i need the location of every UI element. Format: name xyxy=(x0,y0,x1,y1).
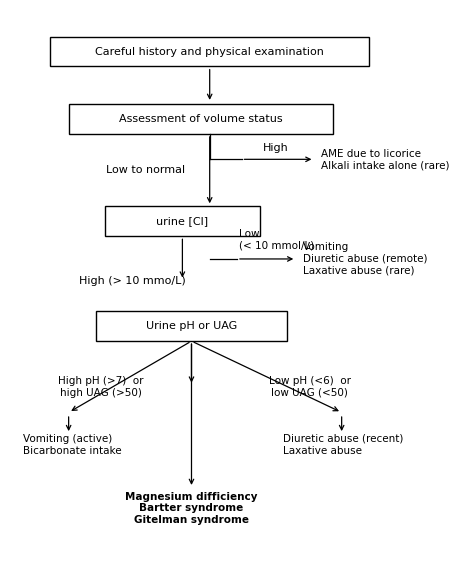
Text: urine [Cl]: urine [Cl] xyxy=(156,216,209,226)
Text: Diuretic abuse (recent)
Laxative abuse: Diuretic abuse (recent) Laxative abuse xyxy=(283,434,403,456)
Text: Vomiting (active)
Bicarbonate intake: Vomiting (active) Bicarbonate intake xyxy=(23,434,122,456)
Text: Magnesium difficiency
Bartter syndrome
Gitelman syndrome: Magnesium difficiency Bartter syndrome G… xyxy=(125,491,258,525)
Text: Careful history and physical examination: Careful history and physical examination xyxy=(95,47,324,57)
FancyBboxPatch shape xyxy=(69,104,333,134)
Text: Vomiting
Diuretic abuse (remote)
Laxative abuse (rare): Vomiting Diuretic abuse (remote) Laxativ… xyxy=(303,242,428,275)
FancyBboxPatch shape xyxy=(96,311,287,341)
FancyBboxPatch shape xyxy=(105,206,260,236)
Text: AME due to licorice
Alkali intake alone (rare): AME due to licorice Alkali intake alone … xyxy=(321,149,450,170)
Text: High (> 10 mmo/L): High (> 10 mmo/L) xyxy=(79,275,186,286)
Text: High: High xyxy=(263,143,289,153)
Text: High pH (>7)  or
high UAG (>50): High pH (>7) or high UAG (>50) xyxy=(58,376,143,398)
Text: Urine pH or UAG: Urine pH or UAG xyxy=(146,321,237,332)
Text: Assessment of volume status: Assessment of volume status xyxy=(119,114,283,124)
Text: Low to normal: Low to normal xyxy=(107,165,185,175)
Text: Low pH (<6)  or
low UAG (<50): Low pH (<6) or low UAG (<50) xyxy=(269,376,351,398)
FancyBboxPatch shape xyxy=(50,37,369,66)
Text: Low
(< 10 mmol/L): Low (< 10 mmol/L) xyxy=(239,229,315,251)
